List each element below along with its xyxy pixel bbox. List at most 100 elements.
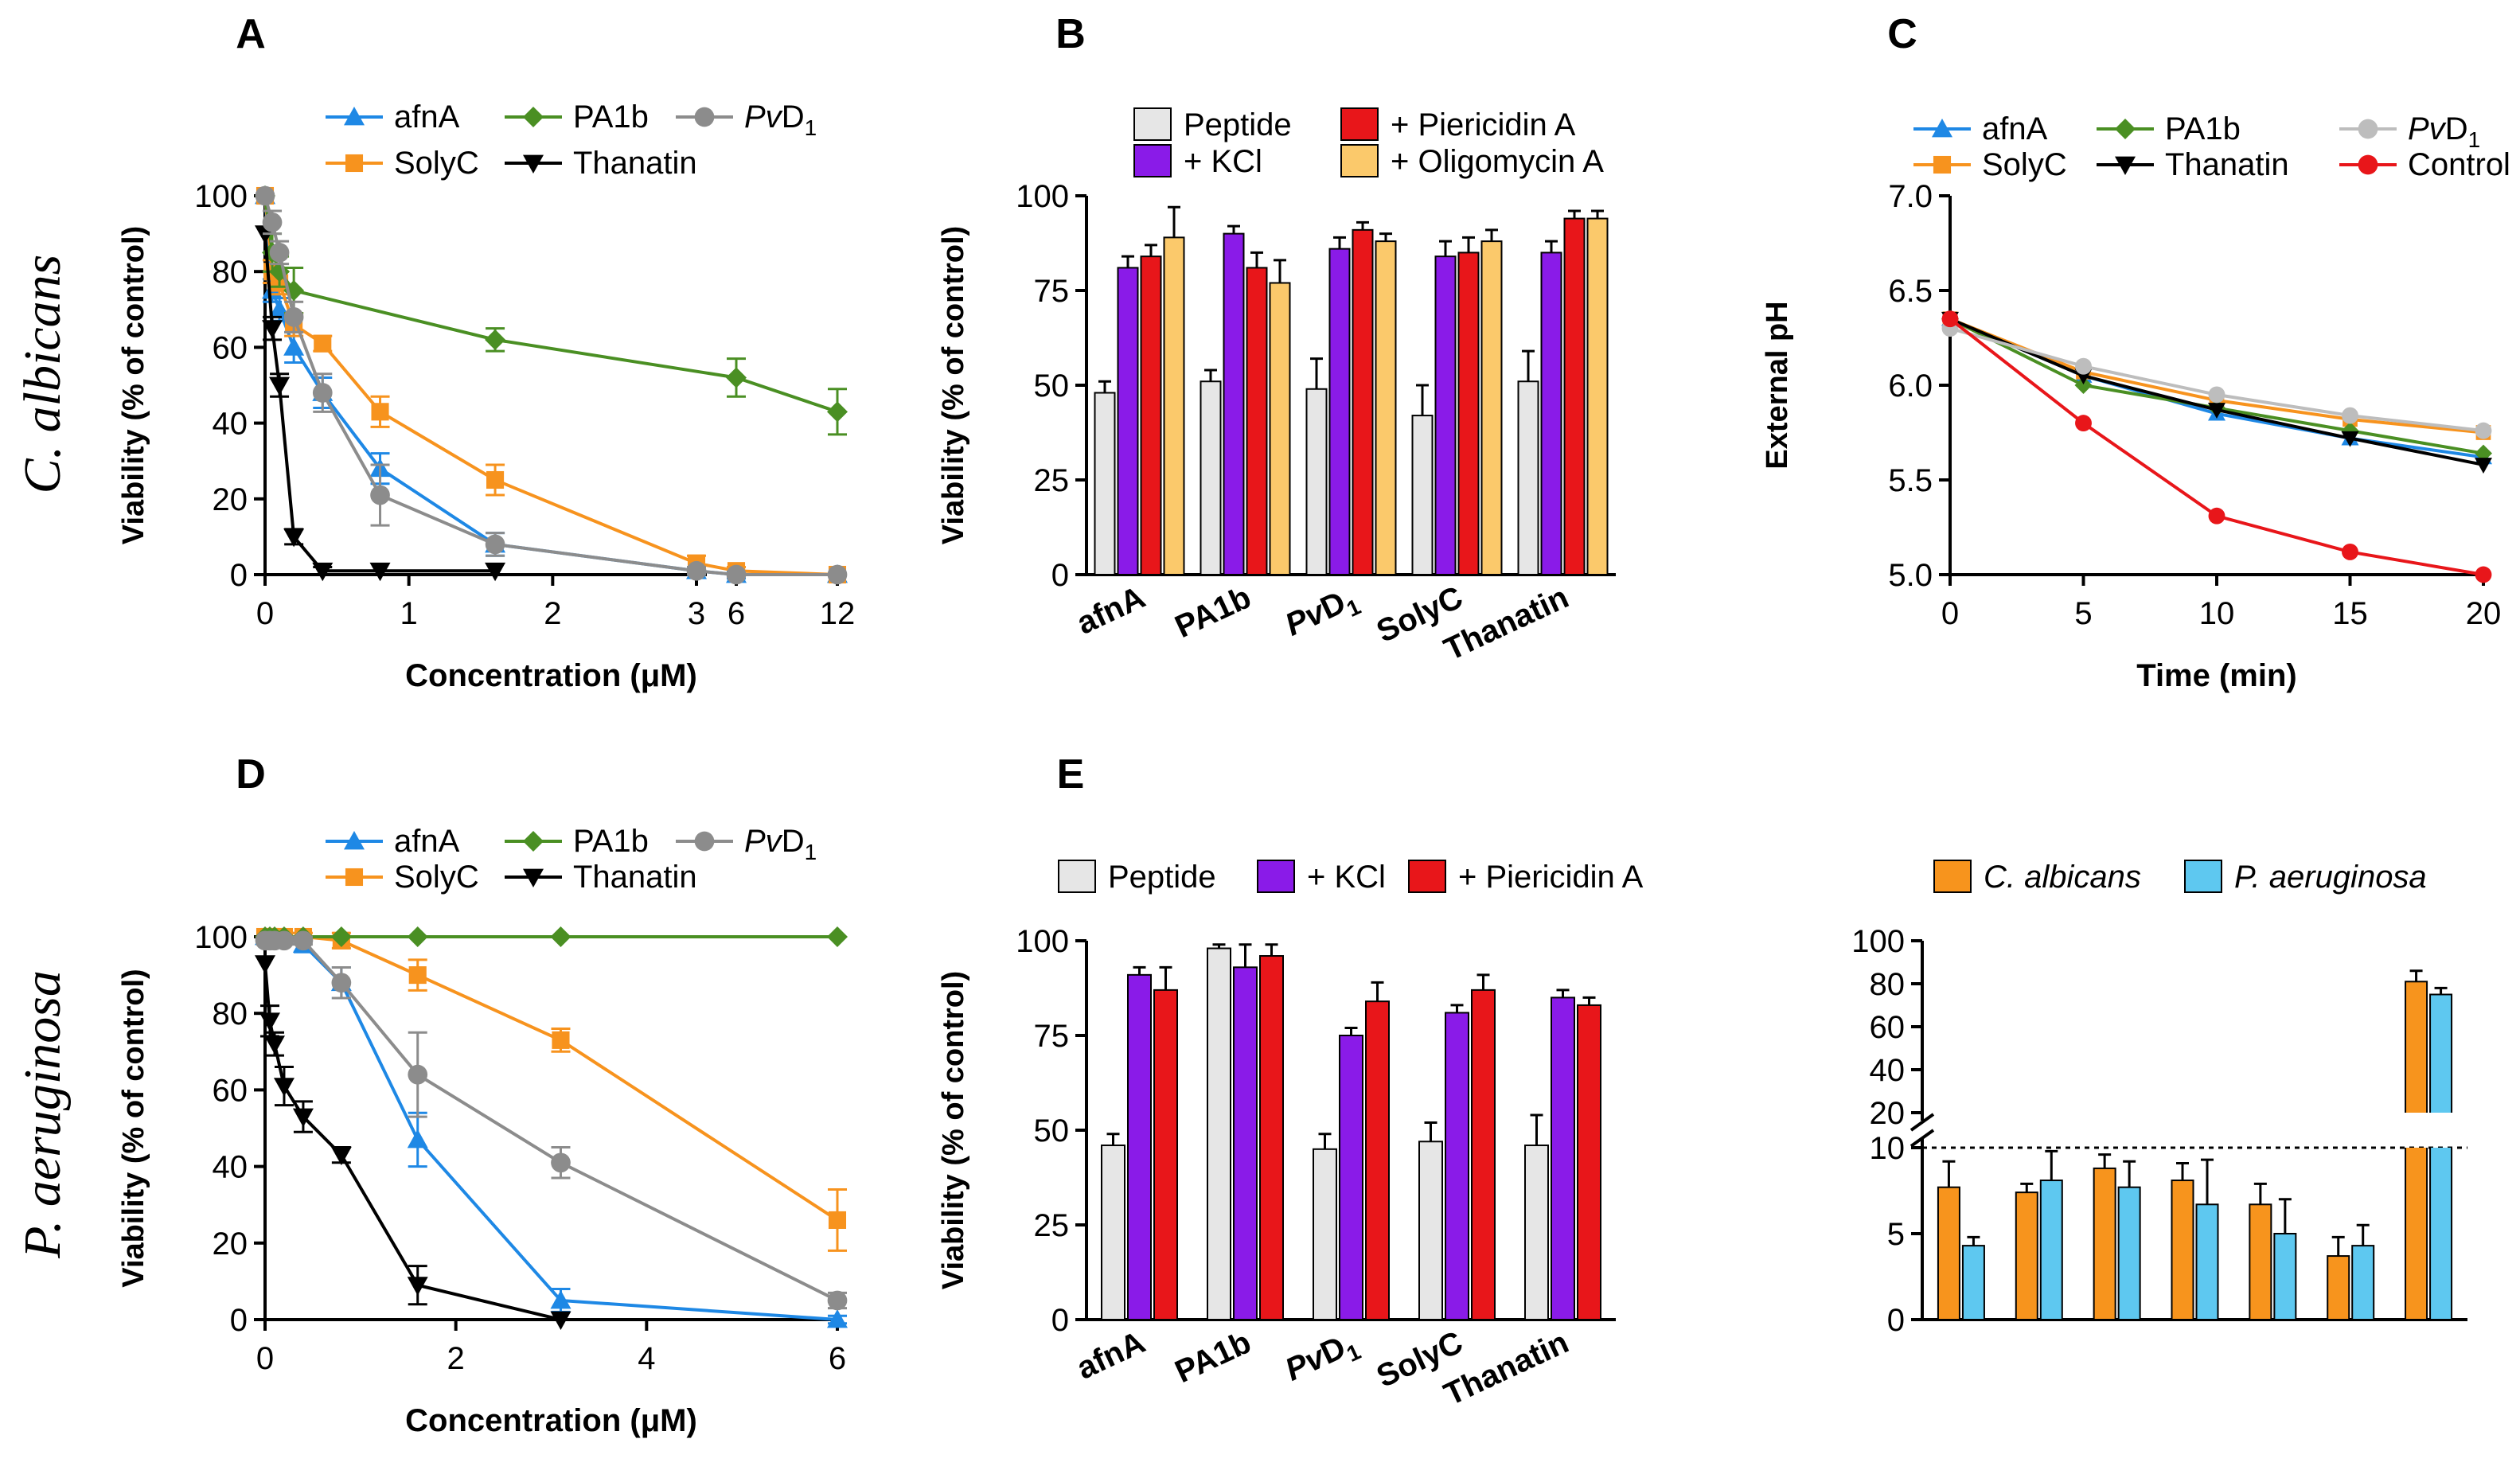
x-tick-label: 1 bbox=[400, 596, 418, 631]
category-label-afna: afnA bbox=[1071, 579, 1150, 641]
y-tick-label: 60 bbox=[213, 1073, 248, 1108]
data-point bbox=[485, 329, 506, 350]
legend-label: C. albicans bbox=[1984, 860, 2141, 895]
bar-solyc-p-aeruginosa bbox=[2195, 1203, 2219, 1320]
y-tick-label: 10 bbox=[1870, 1131, 1906, 1166]
legend-item-piericidin-a: + Piericidin A bbox=[1340, 107, 1576, 142]
legend-item-kcl: + KCl bbox=[1257, 860, 1386, 895]
row-label-paeruginosa: P. aeruginosa bbox=[14, 970, 72, 1259]
bar-thanatin-peptide bbox=[1517, 380, 1539, 575]
error-bar bbox=[1356, 220, 1369, 230]
error-bar bbox=[2409, 969, 2423, 982]
legend-item-pvd1: PvD1 bbox=[676, 824, 817, 864]
bar-afna-c-albicans bbox=[1937, 1186, 1960, 1320]
bar-afna-peptide bbox=[1094, 392, 1116, 575]
bar-pvd1-piericidin-a bbox=[1352, 228, 1374, 575]
bar-thanatin-c-albicans bbox=[2249, 1203, 2272, 1320]
data-point bbox=[259, 1012, 280, 1031]
x-axis-label: Concentration (μM) bbox=[405, 658, 697, 693]
legend-marker bbox=[523, 154, 544, 174]
x-tick-label: 0 bbox=[256, 596, 274, 631]
data-point bbox=[1941, 310, 1959, 328]
legend-marker bbox=[694, 831, 715, 852]
legend-item-peptide: Peptide bbox=[1133, 107, 1292, 142]
y-tick-label: 0 bbox=[1887, 1303, 1905, 1338]
error-bar bbox=[2098, 1153, 2112, 1168]
error-bar bbox=[1318, 1133, 1332, 1149]
legend-label: PvD1 bbox=[2408, 111, 2480, 152]
legend-label: Peptide bbox=[1108, 860, 1216, 895]
legend-marker bbox=[1933, 155, 1952, 174]
y-tick-label: 6.0 bbox=[1888, 369, 1933, 404]
bars: F PI positivity (%) afnAPA1bPvD1SolyCThana… bbox=[1733, 969, 2453, 1412]
data-point bbox=[369, 562, 391, 582]
bar-lfpep-c-albicans bbox=[2405, 981, 2428, 1320]
error-bar bbox=[1556, 989, 1570, 998]
data-point bbox=[827, 1309, 848, 1328]
data-point bbox=[550, 1311, 571, 1330]
data-point bbox=[485, 534, 505, 555]
data-point bbox=[486, 470, 505, 489]
legend-swatch bbox=[2184, 860, 2222, 893]
bar-pvd1-piericidin-a bbox=[1365, 1000, 1390, 1321]
data-point bbox=[312, 383, 333, 403]
error-bar bbox=[1371, 981, 1384, 1002]
x-tick-label: 3 bbox=[688, 596, 705, 631]
error-bar bbox=[1227, 224, 1240, 234]
data-point bbox=[550, 1289, 571, 1309]
x-tick-label: 5 bbox=[2074, 596, 2092, 631]
category-label-pvd1: PvD1 bbox=[2046, 1324, 2130, 1393]
legend-label: PA1b bbox=[2165, 111, 2241, 146]
data-point bbox=[370, 485, 390, 505]
legend-item-peptide: Peptide bbox=[1058, 860, 1216, 895]
data-point bbox=[407, 1129, 428, 1148]
error-bar bbox=[2020, 1182, 2034, 1193]
error-bar bbox=[1344, 1026, 1358, 1035]
error-bar bbox=[1416, 384, 1429, 416]
row-label-calbicans: C. albicans bbox=[14, 255, 72, 494]
bar-pa1b-c-albicans bbox=[2015, 1191, 2038, 1320]
legend-label: Thanatin bbox=[2165, 147, 2289, 182]
category-label-thanatin: Thanatin bbox=[2149, 1324, 2284, 1412]
legend-item-p-aeruginosa: P. aeruginosa bbox=[2184, 860, 2427, 895]
y-tick-label: 100 bbox=[1016, 924, 1069, 959]
data-point bbox=[262, 320, 283, 339]
x-tick-label: 0 bbox=[1941, 596, 1959, 631]
y-axis-label: PI positivity (%) bbox=[1733, 1018, 1766, 1243]
bar-pa1b-kcl bbox=[1223, 232, 1245, 575]
bar-afna-oligomycin-a bbox=[1163, 236, 1185, 575]
series-thanatin bbox=[255, 955, 571, 1330]
legend-item-c-albicans: C. albicans bbox=[1933, 860, 2141, 895]
category-label-pa1b: PA1b bbox=[1964, 1324, 2050, 1390]
y-tick-label: 100 bbox=[1851, 924, 1905, 959]
error-bar bbox=[1522, 349, 1535, 382]
data-point bbox=[293, 930, 314, 951]
category-label-afna: afnA bbox=[1894, 1324, 1972, 1386]
x-tick-label: 2 bbox=[544, 596, 561, 631]
bar-pvd1-peptide bbox=[1305, 388, 1328, 576]
y-tick-label: 50 bbox=[1034, 1113, 1070, 1148]
error-bar bbox=[1265, 943, 1278, 957]
y-tick-label: 5 bbox=[1887, 1217, 1905, 1252]
legend-item-oligomycin-a: + Oligomycin A bbox=[1340, 144, 1604, 179]
bar-solyc-peptide bbox=[1418, 1141, 1443, 1321]
bar-solyc-piericidin-a bbox=[1457, 252, 1480, 575]
y-tick-label: 5.0 bbox=[1888, 558, 1933, 593]
bar-afna-kcl bbox=[1127, 973, 1152, 1320]
bar-pvd1-kcl bbox=[1339, 1035, 1363, 1320]
data-point bbox=[551, 1152, 571, 1173]
category-label-pvd1: PvD1 bbox=[1280, 579, 1364, 648]
legend-label: P. aeruginosa bbox=[2234, 860, 2427, 895]
legend-marker bbox=[344, 107, 365, 126]
bar-solyc-oligomycin-a bbox=[1480, 240, 1503, 575]
y-tick-label: 60 bbox=[1870, 1010, 1906, 1045]
category-label-lfpep: Lfpep bbox=[2346, 1324, 2440, 1393]
data-point bbox=[2074, 376, 2093, 394]
legend-item-pa1b: PA1b bbox=[505, 99, 649, 135]
y-tick-label: 100 bbox=[194, 179, 248, 214]
error-bar bbox=[1145, 244, 1157, 257]
bar-pa1b-kcl bbox=[1233, 966, 1258, 1320]
x-tick-label: 15 bbox=[2332, 596, 2368, 631]
data-point bbox=[408, 966, 427, 985]
y-tick-label: 7.0 bbox=[1888, 179, 1933, 214]
